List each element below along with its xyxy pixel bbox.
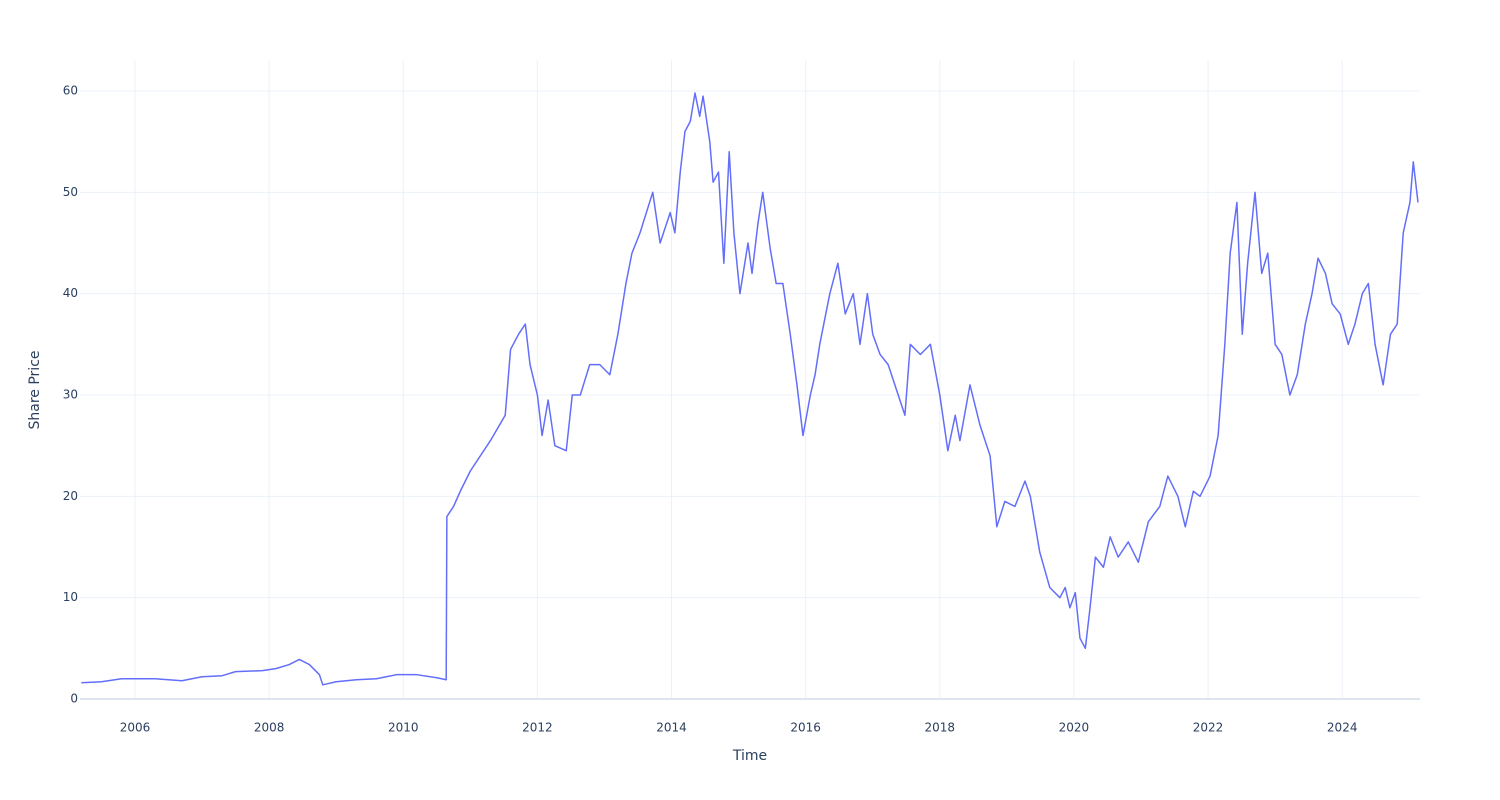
x-tick-label: 2024 xyxy=(1327,721,1358,735)
y-tick-label: 40 xyxy=(63,286,78,300)
y-tick-label: 20 xyxy=(63,489,78,503)
y-tick-label: 10 xyxy=(63,590,78,604)
x-axis-title: Time xyxy=(732,748,767,764)
y-tick-label: 0 xyxy=(70,692,78,706)
y-tick-label: 50 xyxy=(63,185,78,199)
x-tick-label: 2018 xyxy=(925,721,956,735)
y-tick-label: 60 xyxy=(63,84,78,98)
x-tick-label: 2016 xyxy=(790,721,821,735)
x-tick-label: 2012 xyxy=(522,721,553,735)
x-tick-label: 2020 xyxy=(1059,721,1090,735)
x-tick-label: 2006 xyxy=(120,721,151,735)
y-axis-title: Share Price xyxy=(27,350,43,429)
x-tick-label: 2008 xyxy=(254,721,285,735)
y-tick-label: 30 xyxy=(63,388,78,402)
x-tick-label: 2010 xyxy=(388,721,419,735)
x-tick-label: 2014 xyxy=(656,721,687,735)
price-line xyxy=(81,92,1419,686)
x-tick-label: 2022 xyxy=(1193,721,1224,735)
